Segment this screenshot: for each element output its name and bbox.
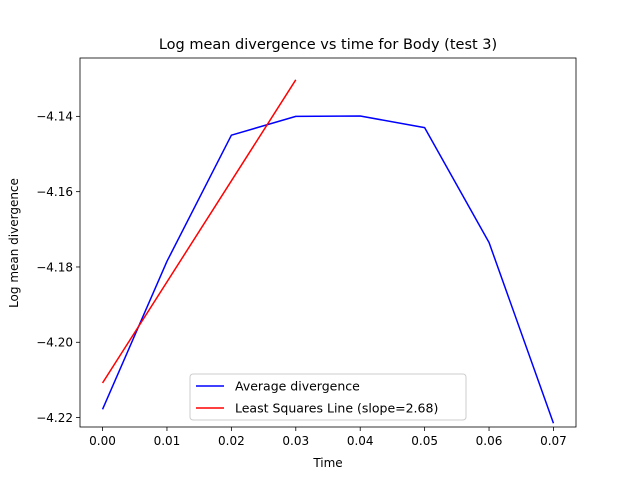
legend-box xyxy=(189,373,467,421)
y-tick-label: −4.18 xyxy=(36,260,73,274)
y-tick-label: −4.22 xyxy=(36,411,73,425)
y-tick-label: −4.20 xyxy=(36,336,73,350)
y-tick-label: −4.14 xyxy=(36,110,73,124)
x-tick-label: 0.07 xyxy=(540,434,567,448)
y-tick-label: −4.16 xyxy=(36,185,73,199)
y-axis-ticks: −4.22 −4.20 −4.18 −4.16 −4.14 xyxy=(36,110,80,425)
legend: Average divergence Least Squares Line (sl… xyxy=(189,373,467,421)
x-tick-label: 0.04 xyxy=(347,434,374,448)
x-tick-label: 0.00 xyxy=(89,434,116,448)
series-line-0 xyxy=(101,115,555,424)
legend-label: Average divergence xyxy=(235,379,360,394)
plot-area xyxy=(101,79,555,424)
legend-label: Least Squares Line (slope=2.68) xyxy=(235,401,438,416)
plot-frame xyxy=(79,57,577,428)
x-tick-label: 0.01 xyxy=(154,434,181,448)
series-line-1 xyxy=(101,79,297,384)
x-axis-ticks: 0.00 0.01 0.02 0.03 0.04 0.05 0.06 0.07 xyxy=(89,427,567,448)
x-axis-label: Time xyxy=(312,456,342,470)
x-tick-label: 0.06 xyxy=(476,434,503,448)
x-tick-label: 0.05 xyxy=(411,434,438,448)
x-tick-label: 0.02 xyxy=(218,434,245,448)
x-tick-label: 0.03 xyxy=(282,434,309,448)
y-axis-label: Log mean divergence xyxy=(7,178,21,308)
chart-title: Log mean divergence vs time for Body (te… xyxy=(159,37,497,53)
